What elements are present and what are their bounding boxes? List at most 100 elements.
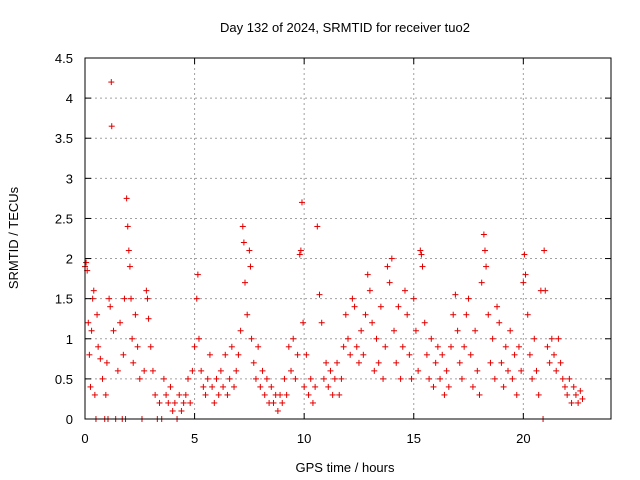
data-point: [430, 383, 437, 390]
data-point: [288, 367, 295, 374]
data-point: [478, 279, 485, 286]
data-point: [88, 327, 95, 334]
data-point: [163, 391, 170, 398]
data-point: [99, 375, 106, 382]
data-point: [85, 319, 92, 326]
data-point: [94, 311, 101, 318]
data-point: [233, 367, 240, 374]
data-point: [152, 391, 159, 398]
data-point: [448, 343, 455, 350]
data-point: [355, 359, 362, 366]
data-point: [509, 375, 516, 382]
data-point: [575, 399, 582, 406]
chart-title: Day 132 of 2024, SRMTID for receiver tuo…: [220, 20, 470, 35]
data-point: [498, 359, 505, 366]
data-point: [270, 399, 277, 406]
data-point: [292, 375, 299, 382]
data-point: [241, 279, 248, 286]
data-point: [529, 375, 536, 382]
data-point: [375, 359, 382, 366]
data-point: [362, 311, 369, 318]
data-point: [327, 367, 334, 374]
data-point: [296, 251, 303, 258]
data-point: [364, 271, 371, 278]
data-point: [171, 399, 178, 406]
data-point: [561, 383, 568, 390]
data-point: [551, 351, 558, 358]
data-point: [97, 355, 104, 362]
data-point: [145, 315, 152, 322]
data-point: [454, 327, 461, 334]
data-point: [566, 375, 573, 382]
y-axis-label: SRMTID / TECUs: [6, 186, 21, 289]
y-tick-label: 2: [66, 252, 73, 267]
y-tick-label: 4.5: [55, 51, 73, 66]
data-points: [82, 79, 586, 422]
data-point: [294, 351, 301, 358]
data-point: [114, 367, 121, 374]
data-point: [483, 263, 490, 270]
data-point: [555, 335, 562, 342]
data-point: [340, 343, 347, 350]
data-point: [255, 343, 262, 350]
data-point: [314, 223, 321, 230]
data-point: [144, 295, 151, 302]
data-point: [167, 383, 174, 390]
y-tick-label: 0: [66, 412, 73, 427]
data-point: [491, 375, 498, 382]
data-point: [211, 399, 218, 406]
plot-frame: [84, 57, 612, 420]
data-point: [458, 375, 465, 382]
data-point: [570, 383, 577, 390]
data-point: [268, 383, 275, 390]
data-point: [110, 327, 117, 334]
data-point: [198, 367, 205, 374]
x-tick-label: 10: [297, 431, 311, 446]
data-point: [320, 375, 327, 382]
data-point: [248, 335, 255, 342]
data-point: [564, 391, 571, 398]
data-point: [358, 327, 365, 334]
data-point: [437, 375, 444, 382]
data-point: [494, 303, 501, 310]
y-tick-label: 3: [66, 171, 73, 186]
data-point: [524, 311, 531, 318]
data-point: [334, 359, 341, 366]
data-point: [406, 351, 413, 358]
data-point: [107, 303, 114, 310]
data-point: [465, 295, 472, 302]
data-point: [178, 407, 185, 414]
data-point: [577, 387, 584, 394]
x-axis-label: GPS time / hours: [296, 460, 395, 475]
data-point: [353, 343, 360, 350]
data-point: [469, 383, 476, 390]
data-point: [388, 255, 395, 262]
data-point: [572, 391, 579, 398]
data-point: [395, 303, 402, 310]
data-point: [384, 263, 391, 270]
data-point: [434, 343, 441, 350]
data-point: [257, 383, 264, 390]
data-point: [156, 399, 163, 406]
data-point: [274, 407, 281, 414]
data-point: [149, 367, 156, 374]
data-point: [132, 311, 139, 318]
data-point: [117, 319, 124, 326]
data-point: [329, 391, 336, 398]
data-point: [103, 359, 110, 366]
data-point: [191, 343, 198, 350]
data-point: [467, 351, 474, 358]
data-point: [305, 391, 312, 398]
data-point: [318, 319, 325, 326]
data-point: [237, 327, 244, 334]
data-point: [108, 79, 115, 86]
data-point: [235, 351, 242, 358]
data-point: [568, 399, 575, 406]
data-point: [124, 223, 131, 230]
data-point: [342, 311, 349, 318]
data-point: [366, 287, 373, 294]
x-tick-label: 0: [81, 431, 88, 446]
data-point: [189, 367, 196, 374]
y-tick-label: 0.5: [55, 372, 73, 387]
data-point: [496, 319, 503, 326]
